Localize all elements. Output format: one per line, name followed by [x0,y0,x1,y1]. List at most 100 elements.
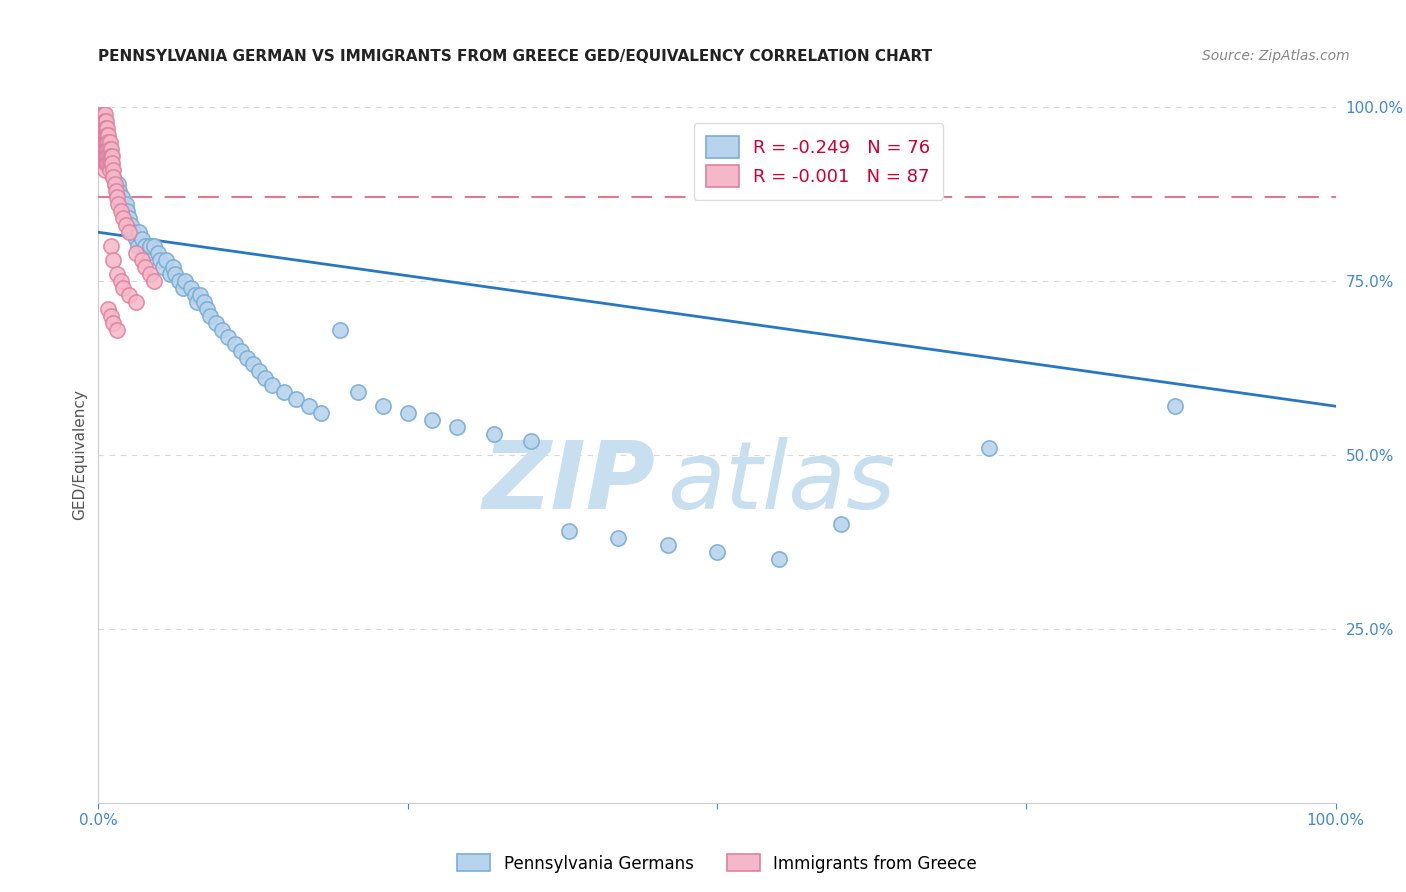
Point [93,128,115,142]
Point [100,239,122,253]
Point [396,406,419,420]
Point [97,301,120,316]
Point [195,301,218,316]
Point [94,149,117,163]
Point [149,253,172,268]
Point [103,177,125,191]
Point [103,169,125,184]
Point [139,267,162,281]
Point [112,204,135,219]
Point [94,142,117,156]
Point [329,323,352,337]
Point [165,267,187,281]
Point [180,281,202,295]
Point [1164,399,1187,413]
Point [98,162,121,177]
Point [97,149,120,163]
Point [93,107,115,121]
Point [139,239,162,253]
Point [93,120,115,135]
Point [236,351,259,365]
Point [94,114,117,128]
Point [101,149,124,163]
Point [93,155,115,169]
Point [131,232,153,246]
Point [93,114,115,128]
Point [347,385,370,400]
Point [607,532,630,546]
Point [110,197,132,211]
Legend: R = -0.249   N = 76, R = -0.001   N = 87: R = -0.249 N = 76, R = -0.001 N = 87 [693,123,943,200]
Point [100,142,122,156]
Point [105,184,128,198]
Point [124,232,146,246]
Point [89,120,111,135]
Point [118,288,141,302]
Point [93,155,115,169]
Point [229,343,252,358]
Point [98,149,121,163]
Point [101,162,124,177]
Point [242,358,264,372]
Point [111,190,134,204]
Point [91,142,114,156]
Point [93,142,115,156]
Point [107,197,129,211]
Point [557,524,579,539]
Point [112,281,135,295]
Point [98,142,121,156]
Point [105,190,128,204]
Point [97,135,120,149]
Point [172,281,194,295]
Point [90,107,112,121]
Point [90,120,112,135]
Point [97,142,120,156]
Point [657,538,679,552]
Point [174,274,197,288]
Point [96,120,118,135]
Point [89,114,111,128]
Point [90,142,112,156]
Point [205,316,228,330]
Point [103,253,125,268]
Point [484,427,506,442]
Point [93,135,115,149]
Point [120,219,142,233]
Point [93,162,115,177]
Y-axis label: GED/Equivalency: GED/Equivalency [72,390,87,520]
Point [94,128,117,142]
Point [285,392,308,407]
Point [100,149,122,163]
Point [91,128,114,142]
Point [91,114,114,128]
Point [103,169,125,184]
Point [247,364,270,378]
Legend: Pennsylvania Germans, Immigrants from Greece: Pennsylvania Germans, Immigrants from Gr… [450,847,984,880]
Text: PENNSYLVANIA GERMAN VS IMMIGRANTS FROM GREECE GED/EQUIVALENCY CORRELATION CHART: PENNSYLVANIA GERMAN VS IMMIGRANTS FROM G… [98,49,932,64]
Point [273,385,295,400]
Point [128,225,150,239]
Point [105,267,128,281]
Point [155,253,177,268]
Point [93,107,115,121]
Point [422,413,444,427]
Point [309,406,332,420]
Point [94,128,117,142]
Point [96,135,118,149]
Point [91,149,114,163]
Point [134,260,156,274]
Point [188,288,211,302]
Point [254,371,277,385]
Point [110,204,132,219]
Point [298,399,321,413]
Point [98,149,121,163]
Point [110,274,132,288]
Point [97,155,120,169]
Point [97,142,120,156]
Point [143,274,166,288]
Point [94,155,117,169]
Point [706,545,728,559]
Point [118,225,141,239]
Point [124,246,146,260]
Point [198,309,221,323]
